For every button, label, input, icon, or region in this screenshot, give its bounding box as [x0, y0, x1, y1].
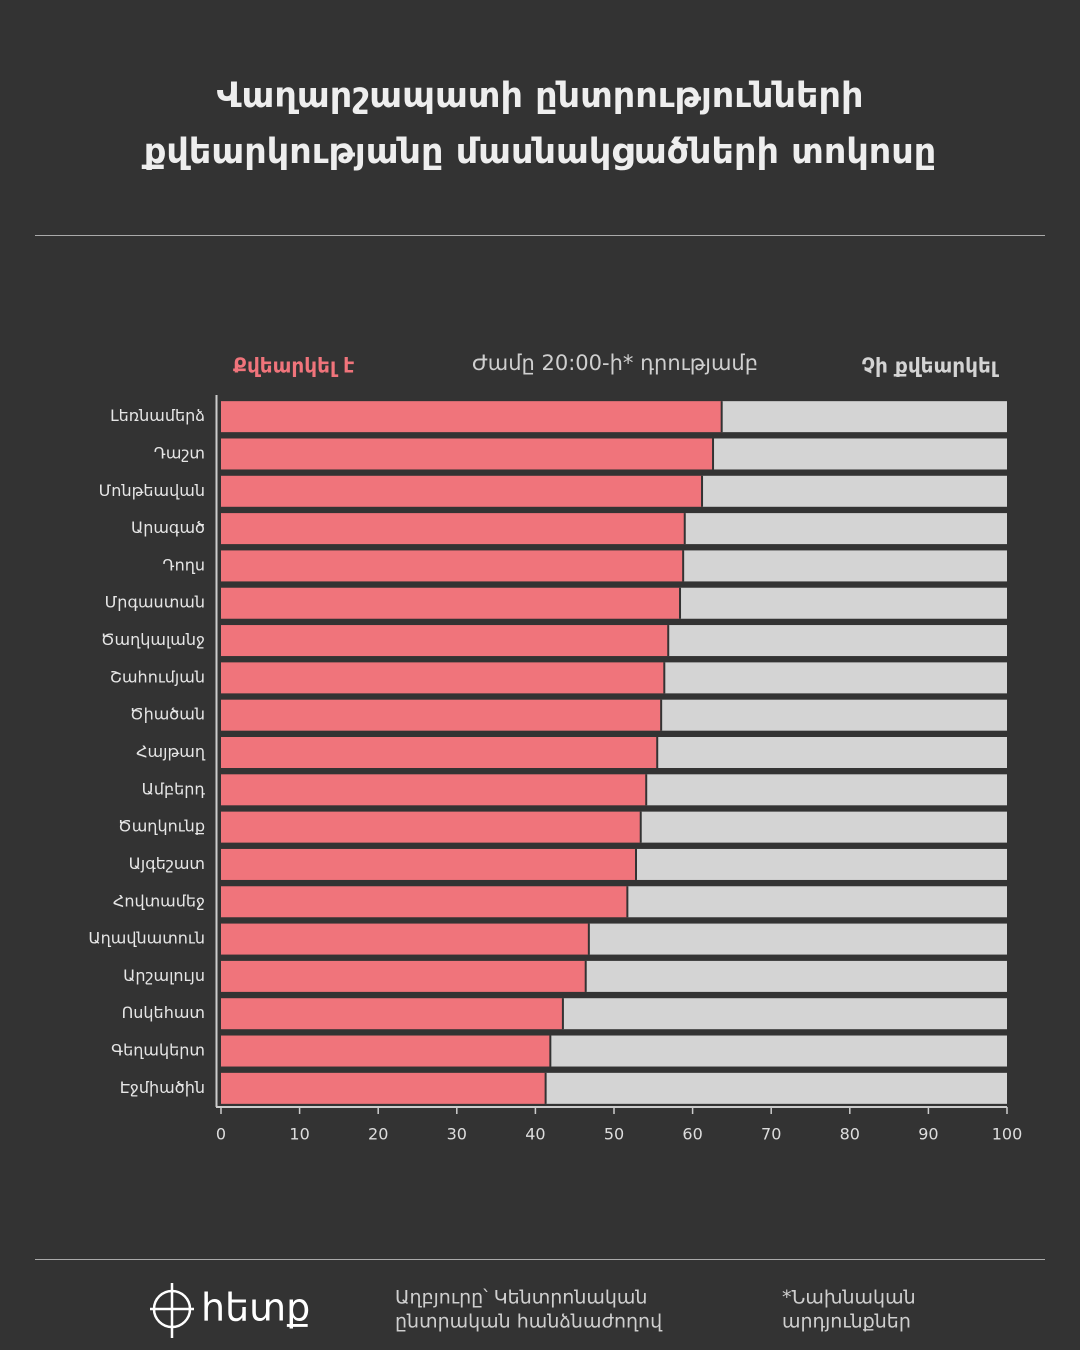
category-label: Լեռնամերձ: [110, 406, 205, 425]
category-label: Ծաղկունք: [118, 817, 205, 836]
category-label: Արագած: [131, 518, 205, 537]
x-tick-label: 10: [289, 1125, 309, 1144]
x-tick-label: 0: [216, 1125, 226, 1144]
legend-label: Քվեարկել է: [233, 354, 354, 378]
bar-segment: [702, 475, 1007, 507]
source: Աղբյուրը՝ Կենտրոնական: [395, 1287, 647, 1309]
source: ընտրական հանձնաժողով: [395, 1311, 663, 1333]
note: արդյունքներ: [782, 1311, 911, 1333]
bar-segment: [713, 438, 1007, 470]
category-label: Մոնթեավան: [99, 481, 205, 500]
bar-segment: [221, 923, 589, 955]
bar-segment: [221, 774, 647, 806]
bar-segment: [680, 587, 1007, 619]
bar-segment: [221, 550, 684, 582]
bar-segment: [684, 513, 1007, 545]
category-label: Գեղակերտ: [111, 1041, 205, 1060]
bar-segment: [221, 1072, 546, 1104]
bar-segment: [221, 438, 714, 470]
bar-segment: [721, 401, 1007, 433]
bar-segment: [221, 475, 703, 507]
subtitle: Ժամը 20:00-ի* դրությամբ: [472, 351, 758, 375]
category-label: Շահումյան: [110, 667, 205, 686]
note: *Նախնական: [782, 1287, 916, 1309]
category-label: Հովտամեջ: [113, 891, 205, 910]
bar-segment: [221, 886, 628, 918]
bar-segment: [221, 401, 722, 433]
bar-segment: [588, 923, 1007, 955]
category-label: Դաշտ: [154, 443, 205, 462]
bar-segment: [668, 625, 1007, 657]
category-label: Աղավնատուն: [88, 929, 205, 948]
category-label: Ծիածան: [130, 705, 205, 724]
x-tick-label: 70: [761, 1125, 781, 1144]
x-tick-label: 40: [525, 1125, 545, 1144]
x-tick-label: 20: [368, 1125, 388, 1144]
x-tick-label: 80: [840, 1125, 860, 1144]
category-label: Արշալույս: [123, 966, 205, 985]
chart-title: քվեարկությանը մասնակցածների տոկոսը: [142, 132, 937, 172]
category-label: Այգեշատ: [129, 854, 205, 873]
bar-segment: [640, 811, 1007, 843]
x-tick-label: 30: [447, 1125, 467, 1144]
bar-segment: [683, 550, 1007, 582]
bar-segment: [221, 960, 586, 992]
bar-segment: [664, 662, 1007, 694]
legend-label: Չի քվեարկել: [862, 354, 1000, 378]
bar-segment: [585, 960, 1007, 992]
bar-segment: [221, 699, 662, 731]
category-label: Մրգաստան: [105, 593, 205, 612]
bar-segment: [221, 587, 681, 619]
bar-segment: [661, 699, 1007, 731]
category-label: Հայթաղ: [136, 742, 206, 761]
bar-segment: [221, 662, 665, 694]
bar-segment: [221, 625, 669, 657]
bar-segment: [221, 998, 563, 1030]
category-label: Էջմիածին: [120, 1078, 205, 1097]
bar-segment: [627, 886, 1007, 918]
bar-segment: [221, 1035, 551, 1067]
category-label: Ծաղկալանջ: [101, 630, 205, 649]
x-tick-label: 90: [918, 1125, 938, 1144]
bar-segment: [657, 737, 1007, 768]
bar-segment: [545, 1072, 1007, 1104]
bar-segment: [221, 811, 641, 843]
logo-icon: [150, 1283, 194, 1338]
x-tick-label: 60: [682, 1125, 702, 1144]
bar-segment: [221, 513, 685, 545]
category-label: Ամբերդ: [142, 779, 206, 798]
logo: հետք: [201, 1286, 310, 1330]
x-tick-label: 100: [992, 1125, 1023, 1144]
bar-segment: [562, 998, 1007, 1030]
x-tick-label: 50: [604, 1125, 624, 1144]
bar-segment: [221, 737, 658, 768]
bar-segment: [636, 848, 1007, 880]
bar-segment: [221, 848, 637, 880]
chart-title: Վաղարշապատի ընտրությունների: [217, 76, 864, 116]
category-label: Դողս: [163, 555, 205, 574]
bar-segment: [646, 774, 1007, 806]
category-label: Ոսկեհատ: [122, 1003, 205, 1022]
bar-segment: [550, 1035, 1007, 1067]
